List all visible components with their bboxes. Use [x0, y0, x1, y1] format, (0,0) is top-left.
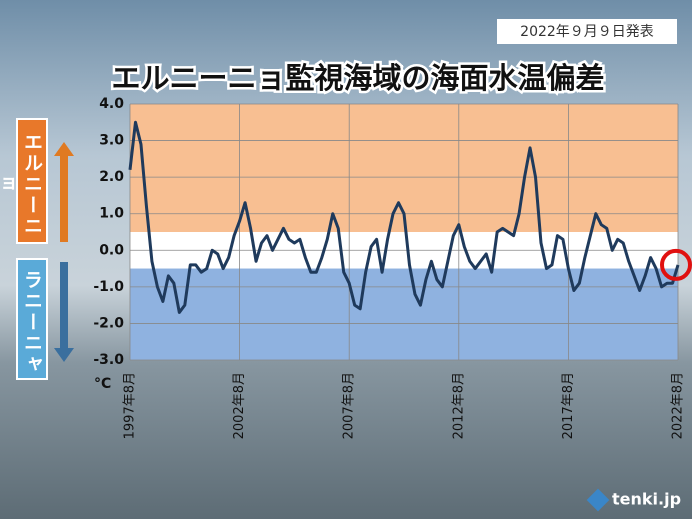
y-tick-label: -2.0	[93, 315, 124, 331]
el-nino-label: エルニーニョ	[0, 118, 48, 244]
date-note: 2022年９月９日発表	[520, 24, 654, 40]
x-tick-label: 1997年8月	[123, 372, 138, 439]
y-tick-label: -1.0	[93, 279, 124, 295]
y-tick-label: -3.0	[93, 352, 124, 368]
highlight-circle	[660, 248, 692, 281]
brand-icon	[586, 488, 610, 512]
y-tick-label: 1.0	[99, 206, 124, 222]
y-tick-label: 4.0	[99, 96, 124, 112]
la-nina-arrow	[54, 262, 74, 362]
x-tick-label: 2022年8月	[671, 372, 686, 439]
la-nina-label: ラニーニャ	[16, 258, 48, 380]
y-tick-label: 0.0	[99, 242, 124, 258]
y-tick-label: 3.0	[99, 133, 124, 149]
brand: tenki.jp	[612, 490, 681, 509]
y-unit: °C	[94, 376, 111, 392]
date-box	[497, 19, 677, 44]
line	[128, 120, 680, 314]
chart-title: エルニーニョ監視海域の海面水温偏差	[111, 61, 604, 95]
band	[130, 268, 678, 360]
x-tick-label: 2012年8月	[451, 372, 466, 439]
el-nino-arrow	[54, 142, 74, 242]
x-tick-label: 2002年8月	[232, 372, 247, 439]
y-tick-label: 2.0	[99, 169, 124, 185]
x-tick-label: 2007年8月	[342, 372, 357, 439]
x-tick-label: 2017年8月	[561, 372, 576, 439]
